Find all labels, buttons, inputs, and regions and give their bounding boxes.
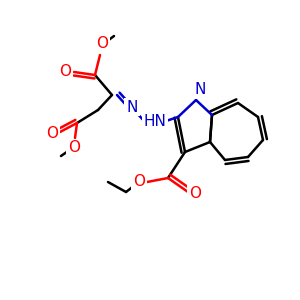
Text: HN: HN xyxy=(144,113,166,128)
Text: O: O xyxy=(96,37,108,52)
Text: O: O xyxy=(133,173,145,188)
Text: O: O xyxy=(46,127,58,142)
Text: O: O xyxy=(68,140,80,155)
Text: O: O xyxy=(189,187,201,202)
Text: N: N xyxy=(194,82,206,98)
Text: O: O xyxy=(59,64,71,79)
Text: N: N xyxy=(126,100,138,115)
